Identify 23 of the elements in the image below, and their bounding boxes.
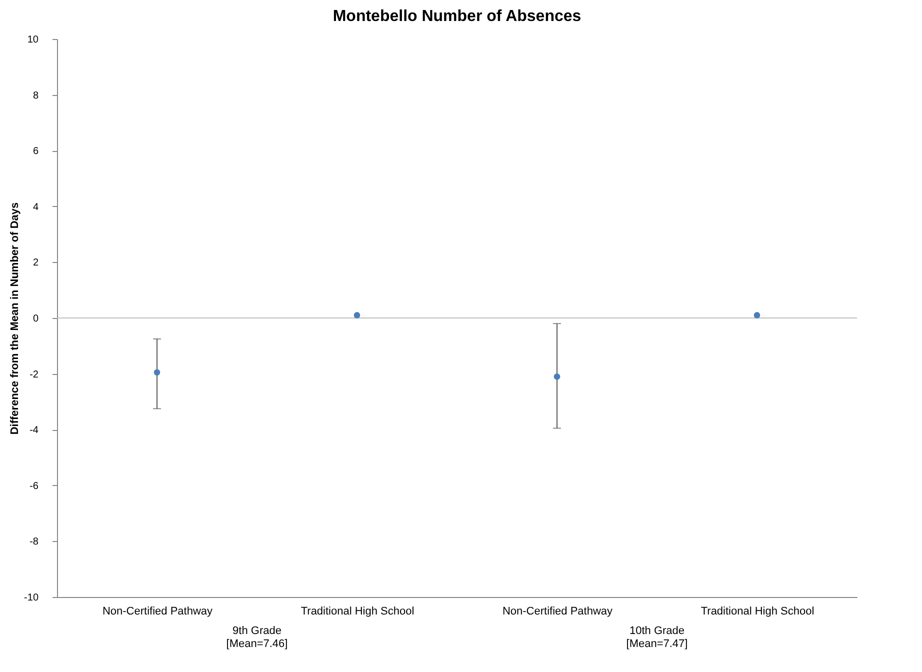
x-tick-label: Non-Certified Pathway (502, 606, 614, 618)
x-tick-label: Traditional High School (700, 606, 814, 618)
point (754, 312, 760, 318)
y-tick-label: -8 (30, 536, 39, 548)
y-tick-label: 0 (32, 314, 39, 324)
chart-title: Montebello Number of Absences (332, 8, 582, 25)
y-axis-title: Difference from the Mean in Number of Days (9, 202, 22, 435)
text: 10th Grade [Mean=7.47] (626, 625, 688, 650)
y-tick-label: 6 (32, 146, 39, 158)
y-tick-label: -4 (30, 425, 39, 436)
y-tick-label: -10 (24, 592, 39, 604)
point (554, 373, 560, 380)
point (354, 312, 360, 318)
y-tick-label: 4 (32, 202, 39, 213)
y-tick-label: 2 (32, 258, 39, 269)
text: 9th Grade [Mean=7.46] (226, 625, 288, 650)
y-tick-label: 10 (27, 34, 39, 46)
x-tick-label: Non-Certified Pathway (102, 606, 214, 618)
point (154, 369, 160, 376)
y-tick-label: -6 (30, 480, 39, 492)
y-tick-label: -2 (30, 369, 39, 380)
y-tick-label: 8 (32, 90, 39, 102)
x-tick-label: Traditional High School (300, 606, 414, 618)
